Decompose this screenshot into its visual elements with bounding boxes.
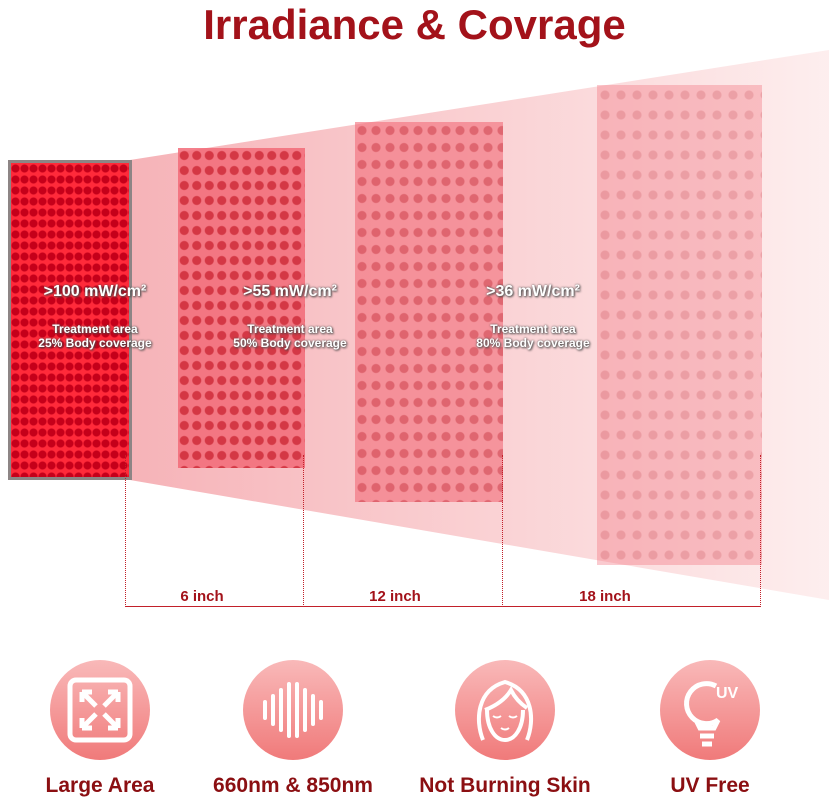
led-panel-close [8,160,132,480]
face-icon [455,660,555,760]
distance-axis [125,606,761,607]
irradiance-label: >100 mW/cm² [43,283,147,300]
feature-label: UV Free [670,774,750,797]
distance-label: 6 inch [180,588,224,605]
page-title: Irradiance & Covrage [203,1,626,48]
distance-label: 18 inch [579,588,631,605]
treatment-area-label: Treatment area [247,322,333,336]
coverage-label: 80% Body coverage [476,336,590,350]
coverage-label: 50% Body coverage [233,336,347,350]
expand-arrows-icon [50,660,150,760]
irradiance-label: >36 mW/cm² [486,283,580,300]
uv-bulb-icon: UV [660,660,760,760]
feature-label: Not Burning Skin [419,774,591,797]
treatment-area-label: Treatment area [52,322,138,336]
led-panel-18inch [597,85,762,565]
distance-marker [760,455,761,607]
distance-marker [502,455,503,607]
coverage-label: 25% Body coverage [38,336,152,350]
irradiance-label: >55 mW/cm² [243,283,337,300]
feature-label: 660nm & 850nm [213,774,373,797]
distance-marker [303,455,304,607]
svg-text:UV: UV [716,685,739,702]
distance-marker [125,455,126,607]
distance-label: 12 inch [369,588,421,605]
treatment-area-label: Treatment area [490,322,576,336]
led-panel-6inch [178,148,305,468]
wave-bars-icon [243,660,343,760]
feature-label: Large Area [45,774,155,797]
led-panel-12inch [355,122,503,502]
